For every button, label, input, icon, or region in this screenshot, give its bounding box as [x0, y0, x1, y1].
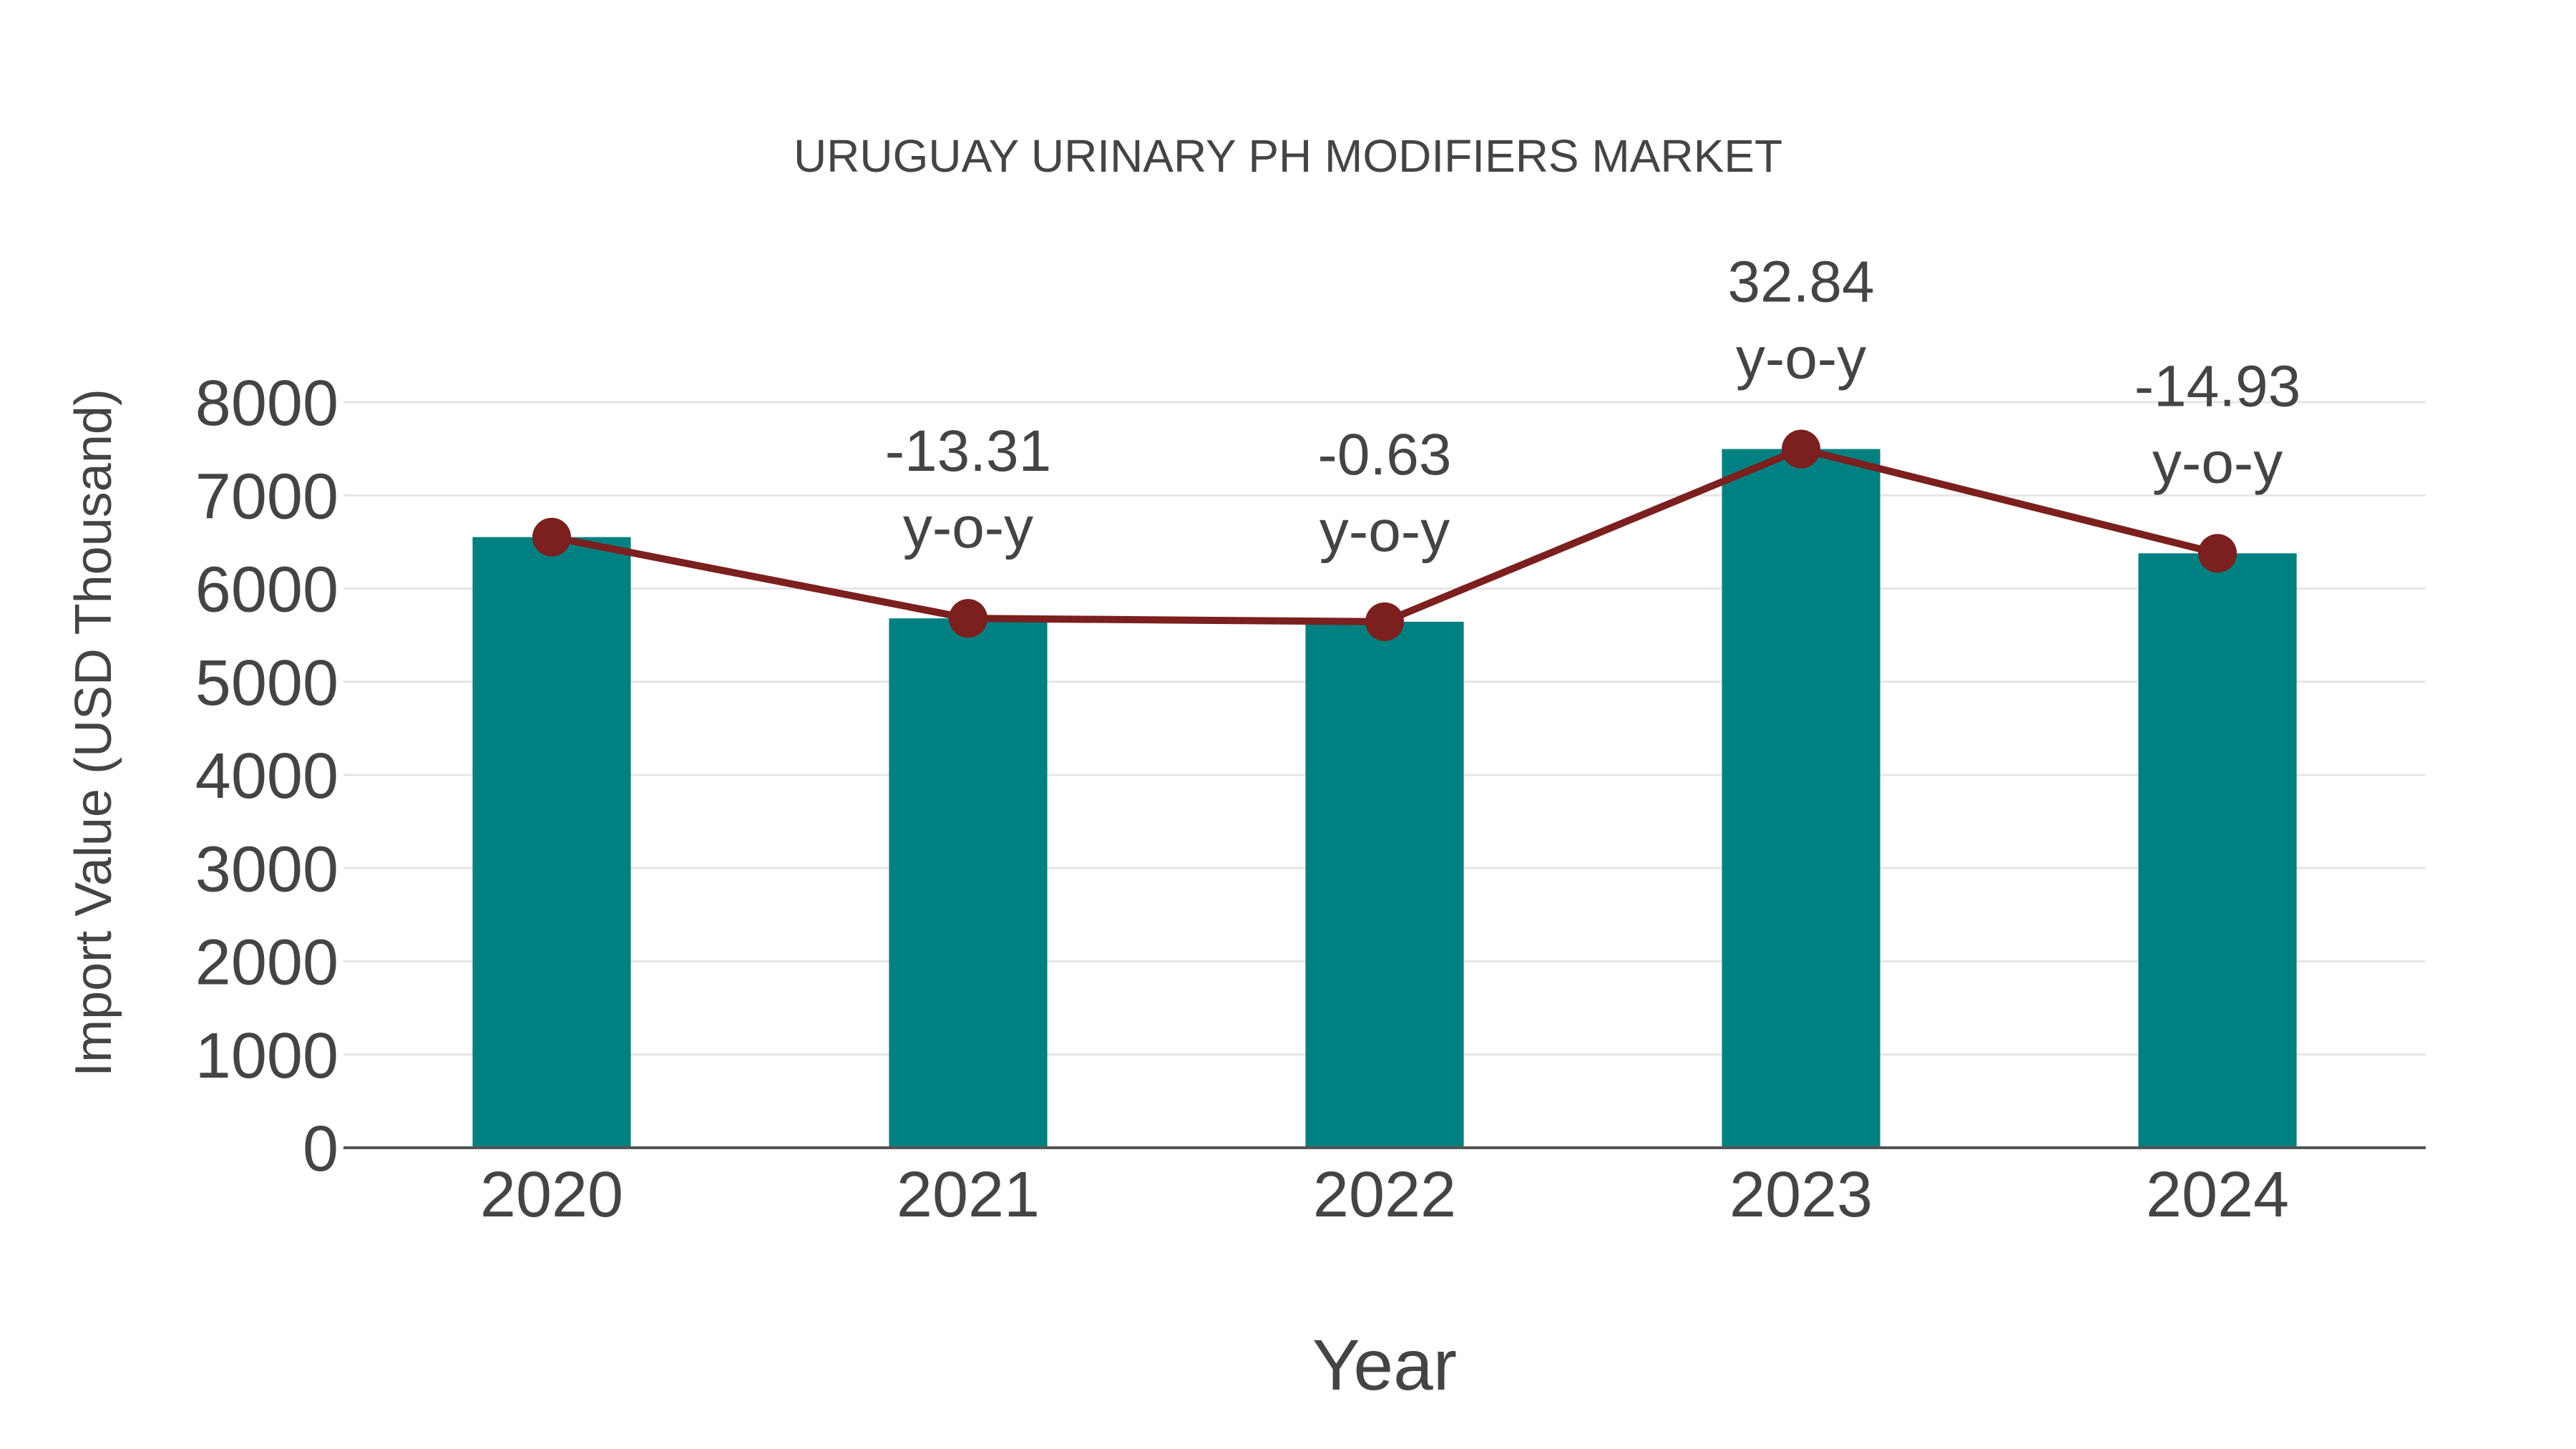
y-tick-label: 0 [303, 1113, 338, 1185]
line-marker-2024 [2198, 534, 2237, 573]
yoy-value: -13.31 [885, 419, 1052, 484]
y-tick-label: 1000 [195, 1020, 338, 1092]
x-tick-label: 2023 [1729, 1159, 1873, 1231]
y-axis-ticks: 0 1000 2000 3000 4000 5000 6000 7000 8000 [195, 368, 338, 1185]
line-marker-2020 [532, 517, 571, 557]
y-tick-label: 5000 [195, 648, 338, 719]
y-tick-label: 7000 [195, 461, 338, 532]
yoy-value: 32.84 [1727, 250, 1874, 315]
yoy-suffix: y-o-y [903, 495, 1033, 560]
bar-2023 [1722, 449, 1880, 1148]
bar-2020 [472, 537, 631, 1148]
x-tick-label: 2021 [897, 1159, 1040, 1231]
x-axis-ticks: 2020 2021 2022 2023 2024 [480, 1159, 2289, 1231]
yoy-suffix: y-o-y [2152, 430, 2283, 495]
bar-2024 [2138, 553, 2297, 1148]
yoy-suffix: y-o-y [1319, 499, 1450, 564]
yoy-value: -14.93 [2135, 353, 2301, 419]
x-tick-label: 2024 [2146, 1159, 2289, 1231]
yoy-annotations: -13.31 y-o-y -0.63 y-o-y 32.84 y-o-y -14.93 y-o… [885, 250, 2301, 564]
y-tick-label: 3000 [195, 834, 338, 905]
yoy-suffix: y-o-y [1736, 326, 1866, 391]
yoy-value: -0.63 [1318, 422, 1452, 487]
line-series [532, 429, 2237, 641]
x-tick-label: 2022 [1313, 1159, 1456, 1231]
bar-2022 [1305, 621, 1464, 1148]
y-tick-label: 6000 [195, 555, 338, 626]
line-marker-2022 [1365, 602, 1404, 641]
x-tick-label: 2020 [480, 1159, 623, 1231]
line-marker-2023 [1782, 429, 1820, 469]
bar-series [472, 449, 2297, 1148]
y-axis-title: Import Value (USD Thousand) [65, 389, 122, 1077]
y-tick-label: 8000 [195, 368, 338, 439]
bar-2021 [889, 618, 1048, 1148]
y-tick-label: 4000 [195, 741, 338, 812]
yoy-annotation-2024: -14.93 y-o-y [2135, 353, 2301, 495]
line-marker-2021 [949, 599, 987, 638]
yoy-annotation-2021: -13.31 y-o-y [885, 419, 1052, 560]
chart-title: URUGUAY URINARY PH MODIFIERS MARKET [794, 130, 1782, 182]
yoy-annotation-2023: 32.84 y-o-y [1727, 250, 1874, 391]
x-axis-title: Year [1312, 1325, 1457, 1405]
y-tick-label: 2000 [195, 927, 338, 999]
yoy-annotation-2022: -0.63 y-o-y [1318, 422, 1452, 564]
